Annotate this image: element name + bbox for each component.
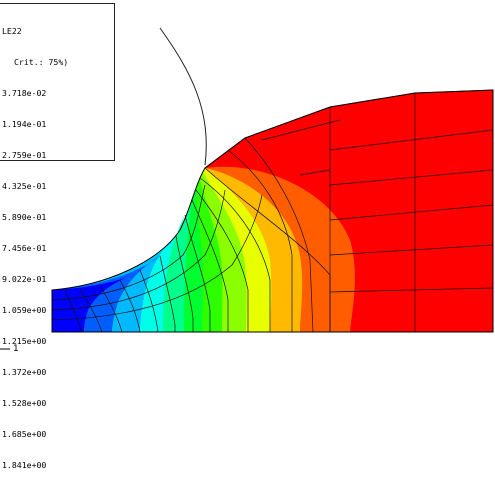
legend-value: 9.022e-01 [2, 273, 47, 284]
legend-title: LE22 [2, 25, 22, 36]
legend-value: 1.841e+00 [2, 460, 47, 471]
undeformed-outline [159, 27, 207, 166]
legend-value: 4.325e-01 [2, 180, 47, 191]
legend-value: 3.718e-02 [2, 87, 47, 98]
mesh-grid [51, 89, 494, 333]
part-boundary [51, 89, 494, 333]
legend-criterion: Crit.: 75%) [14, 56, 69, 67]
legend-value: 2.759e-01 [2, 149, 47, 160]
contour-band-11 [52, 276, 130, 332]
legend-value: 1.194e-01 [2, 118, 47, 129]
legend-value: 1.685e+00 [2, 429, 47, 440]
contour-legend: LE22 Crit.: 75%) 3.718e-02 1.194e-01 2.7… [0, 3, 115, 470]
triad-axis-label: 1 [13, 344, 19, 354]
legend-value: 1.215e+00 [2, 336, 47, 346]
mesh-viewport[interactable] [0, 0, 495, 400]
legend-value: 7.456e-01 [2, 242, 47, 253]
legend-value: 1.372e+00 [2, 367, 47, 378]
legend-value: 5.890e-01 [2, 211, 47, 222]
legend-value: 1.059e+00 [2, 304, 47, 315]
